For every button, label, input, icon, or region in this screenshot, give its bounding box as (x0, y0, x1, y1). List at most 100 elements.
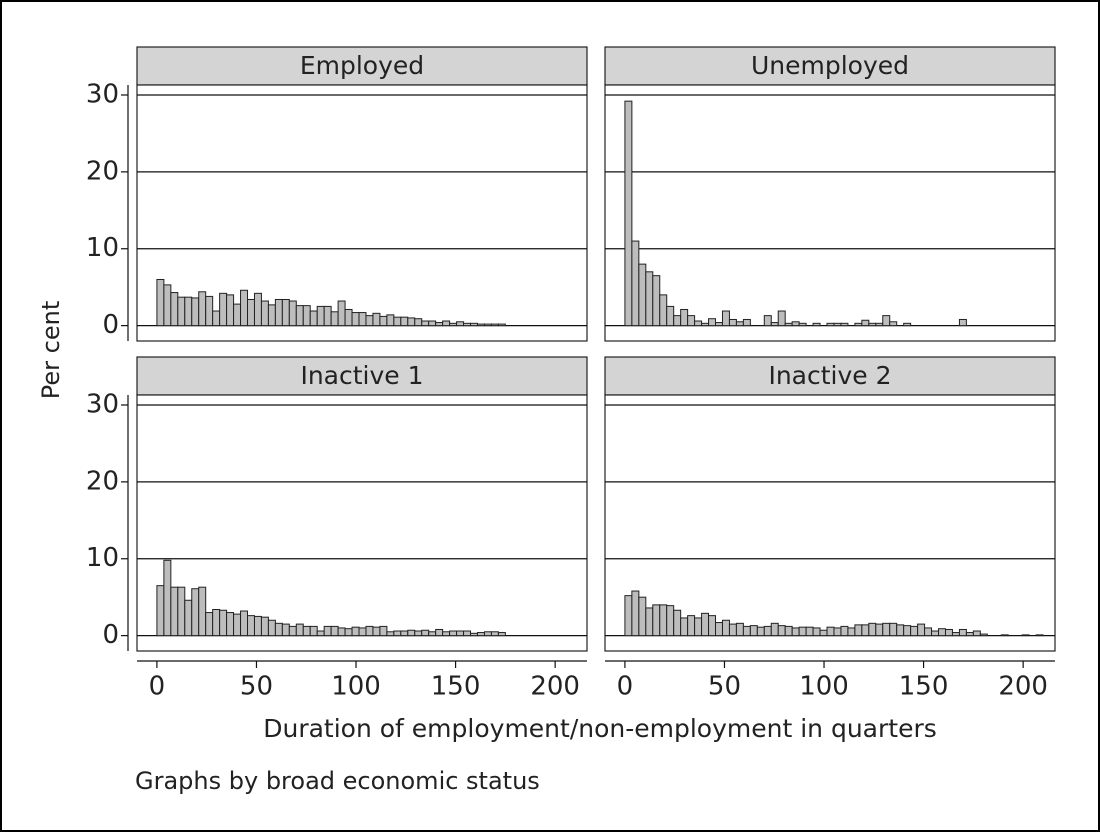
bar (309, 625, 318, 637)
bar (386, 631, 395, 637)
y-tick-label: 20 (86, 156, 119, 186)
bar (708, 615, 717, 637)
bar (400, 316, 409, 327)
bar (847, 627, 856, 637)
bar (414, 630, 423, 637)
bar (351, 312, 360, 327)
bar (212, 608, 221, 637)
bar (903, 625, 912, 637)
bar (267, 304, 276, 327)
x-tick-label: 0 (617, 672, 634, 702)
x-tick-label: 200 (530, 672, 580, 702)
bar (931, 630, 940, 637)
bar (659, 294, 668, 327)
bar (163, 284, 172, 327)
bar (156, 278, 165, 327)
bar (701, 322, 710, 327)
y-tick-label: 30 (86, 79, 119, 109)
bar (638, 263, 647, 327)
bar (344, 308, 353, 327)
bar (240, 610, 249, 637)
bar (791, 627, 800, 637)
bar (854, 624, 863, 637)
bar (421, 629, 430, 637)
bar (784, 322, 793, 327)
bar (386, 314, 395, 327)
bar (281, 298, 290, 327)
bar (470, 632, 478, 637)
bar (463, 630, 472, 637)
bar (701, 612, 710, 637)
bar (253, 292, 262, 327)
bar (666, 605, 675, 637)
bar (372, 312, 381, 327)
bar (798, 626, 807, 637)
bar (233, 303, 242, 327)
bar (728, 623, 737, 637)
bar (861, 319, 870, 327)
bar (868, 622, 877, 637)
bar (449, 322, 458, 327)
bar (882, 622, 891, 637)
bar (708, 318, 717, 327)
bar (198, 291, 207, 327)
y-tick-label: 30 (86, 389, 119, 419)
bar (281, 623, 290, 637)
bar (721, 619, 730, 637)
bar (1035, 634, 1044, 637)
bar (470, 322, 478, 327)
bar (938, 628, 946, 637)
plot-frame (136, 394, 588, 652)
bar (288, 300, 297, 327)
bar (875, 623, 884, 637)
bar (910, 625, 919, 637)
bar (337, 627, 346, 637)
bar (497, 632, 506, 637)
bar (414, 318, 423, 327)
bar (219, 292, 228, 327)
bar (826, 626, 835, 637)
bar (798, 322, 807, 327)
x-axis-label: Duration of employment/non-employment in… (263, 714, 937, 743)
bar (680, 617, 689, 637)
bar (497, 323, 506, 327)
bar (456, 321, 465, 327)
bar (247, 298, 255, 327)
bar (777, 310, 786, 327)
bar (351, 626, 360, 637)
bar (316, 305, 325, 327)
bar (875, 322, 884, 327)
y-tick-label: 0 (102, 310, 119, 340)
bar (226, 294, 235, 327)
bar (694, 617, 703, 637)
bar (715, 622, 723, 637)
bar (379, 315, 388, 327)
bar (191, 297, 200, 327)
bar (826, 322, 835, 327)
bar (979, 633, 988, 637)
bar (274, 298, 283, 327)
bar (365, 625, 374, 637)
x-tick-label: 50 (708, 672, 741, 702)
bar (449, 630, 458, 637)
y-axis-label: Per cent (37, 301, 65, 399)
bar (219, 609, 228, 637)
bar (917, 623, 926, 637)
bar (972, 630, 981, 637)
bar (288, 625, 297, 637)
bar (456, 630, 465, 637)
bar (791, 321, 800, 327)
bar (435, 322, 444, 327)
bar (763, 315, 772, 327)
bar (393, 316, 402, 327)
bar (944, 628, 953, 637)
panel-header (604, 356, 1056, 396)
bar (205, 612, 214, 637)
bar (379, 625, 388, 637)
bar (652, 275, 661, 327)
bar (393, 630, 402, 637)
bar (490, 631, 499, 637)
bar (240, 289, 249, 327)
bar (483, 323, 492, 327)
bar (749, 625, 758, 637)
